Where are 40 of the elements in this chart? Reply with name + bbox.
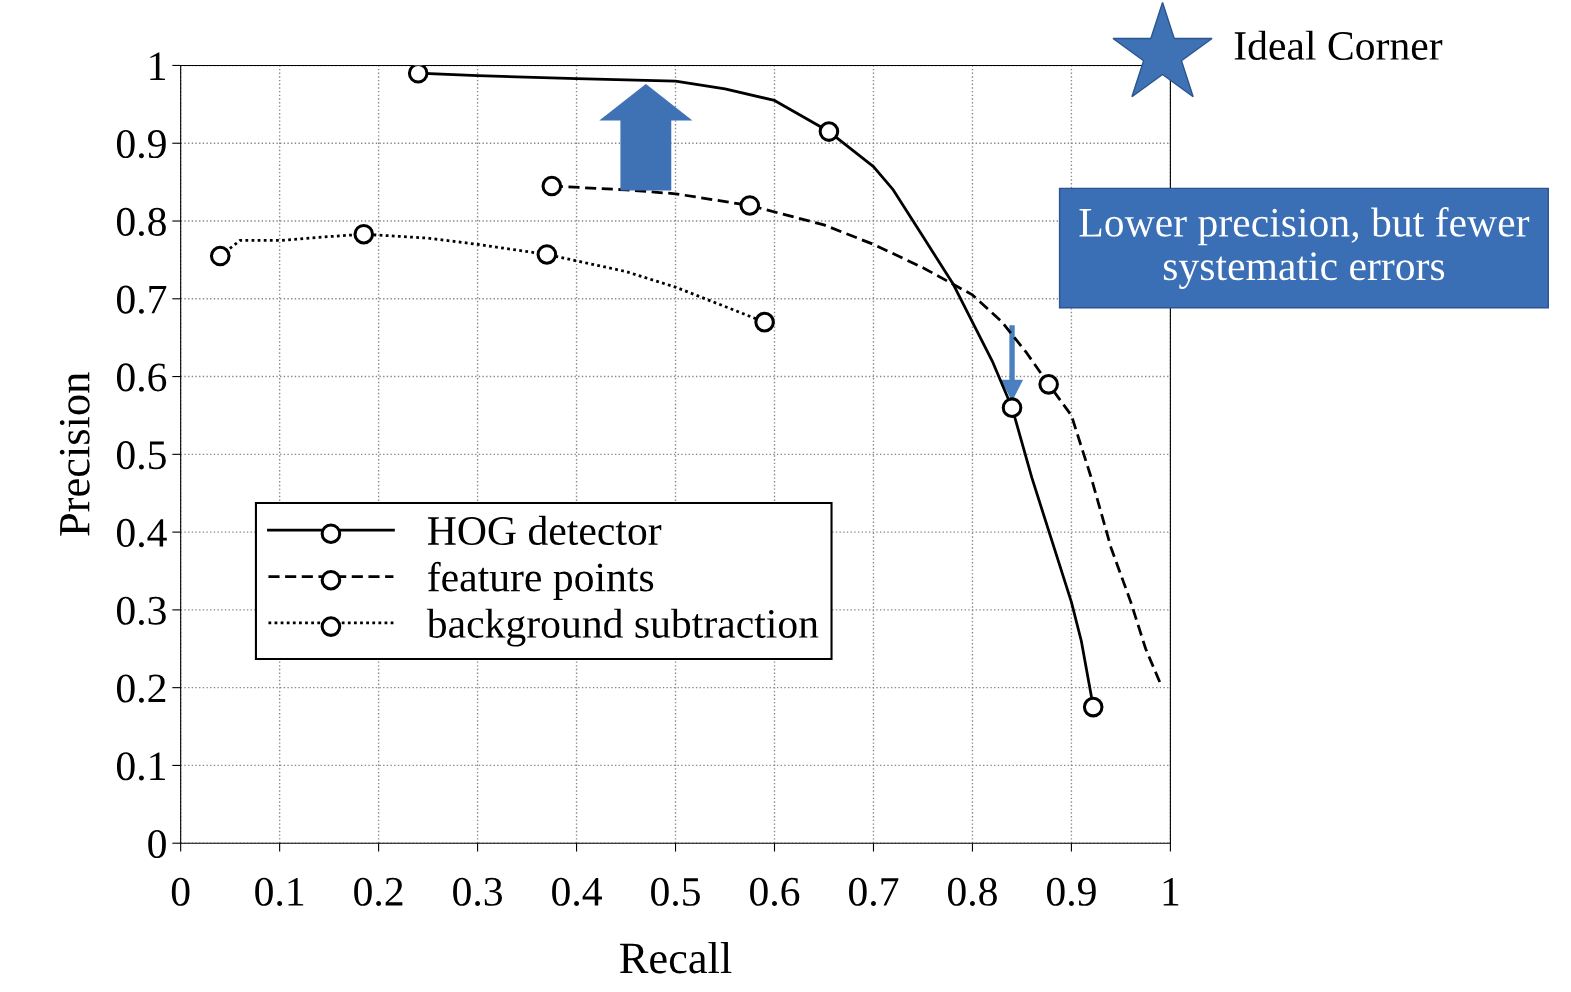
y-tick-label: 0.9 bbox=[116, 129, 166, 159]
y-tick-label: 0.5 bbox=[116, 441, 166, 470]
point bbox=[353, 223, 375, 245]
x-tick-label: 0.2 bbox=[354, 877, 403, 907]
y-tick-label: 0.1 bbox=[116, 752, 165, 781]
x-tick-label: 0.7 bbox=[849, 877, 899, 907]
point bbox=[407, 65, 429, 84]
y-tick-label: 1 bbox=[150, 52, 165, 80]
annotation: Lower precision, but fewer systematic errors bbox=[1079, 207, 1530, 289]
y-tick-label: 0.2 bbox=[116, 674, 166, 703]
point bbox=[1082, 696, 1104, 718]
y-tick-label: 0.6 bbox=[116, 363, 167, 392]
point bbox=[1038, 374, 1059, 395]
point bbox=[1001, 397, 1023, 418]
x-tick-label: 1 bbox=[1163, 877, 1179, 906]
x-tick-label: 0.4 bbox=[552, 877, 602, 907]
x-axis-title: Recall bbox=[620, 942, 732, 974]
x-tick-label: 0.1 bbox=[255, 877, 304, 907]
x-tick-label: 0.6 bbox=[750, 877, 800, 907]
text: Ideal Corner bbox=[1234, 30, 1443, 61]
legend-label: feature points bbox=[428, 561, 654, 601]
x-tick-label: 0.3 bbox=[453, 877, 502, 907]
y-tick-label: 0.3 bbox=[116, 596, 166, 625]
y-tick-label: 0.7 bbox=[116, 285, 167, 314]
point bbox=[209, 245, 231, 267]
y-tick-label: 0.4 bbox=[116, 518, 167, 548]
y-tick-label: 0.8 bbox=[116, 207, 166, 237]
point bbox=[536, 244, 558, 265]
legend-label: background subtraction bbox=[426, 608, 819, 647]
y-tick-label: 0 bbox=[148, 829, 166, 859]
legend-label: HOG detector bbox=[427, 515, 662, 546]
y-axis-title: Precision bbox=[59, 372, 90, 536]
x-tick-label: 0.8 bbox=[948, 877, 997, 907]
point bbox=[541, 175, 563, 197]
x-tick-label: 0 bbox=[171, 877, 190, 906]
point bbox=[818, 121, 840, 142]
x-tick-label: 0.9 bbox=[1046, 877, 1096, 907]
point bbox=[754, 311, 775, 333]
point bbox=[739, 195, 761, 216]
x-tick-label: 0.5 bbox=[651, 877, 700, 907]
